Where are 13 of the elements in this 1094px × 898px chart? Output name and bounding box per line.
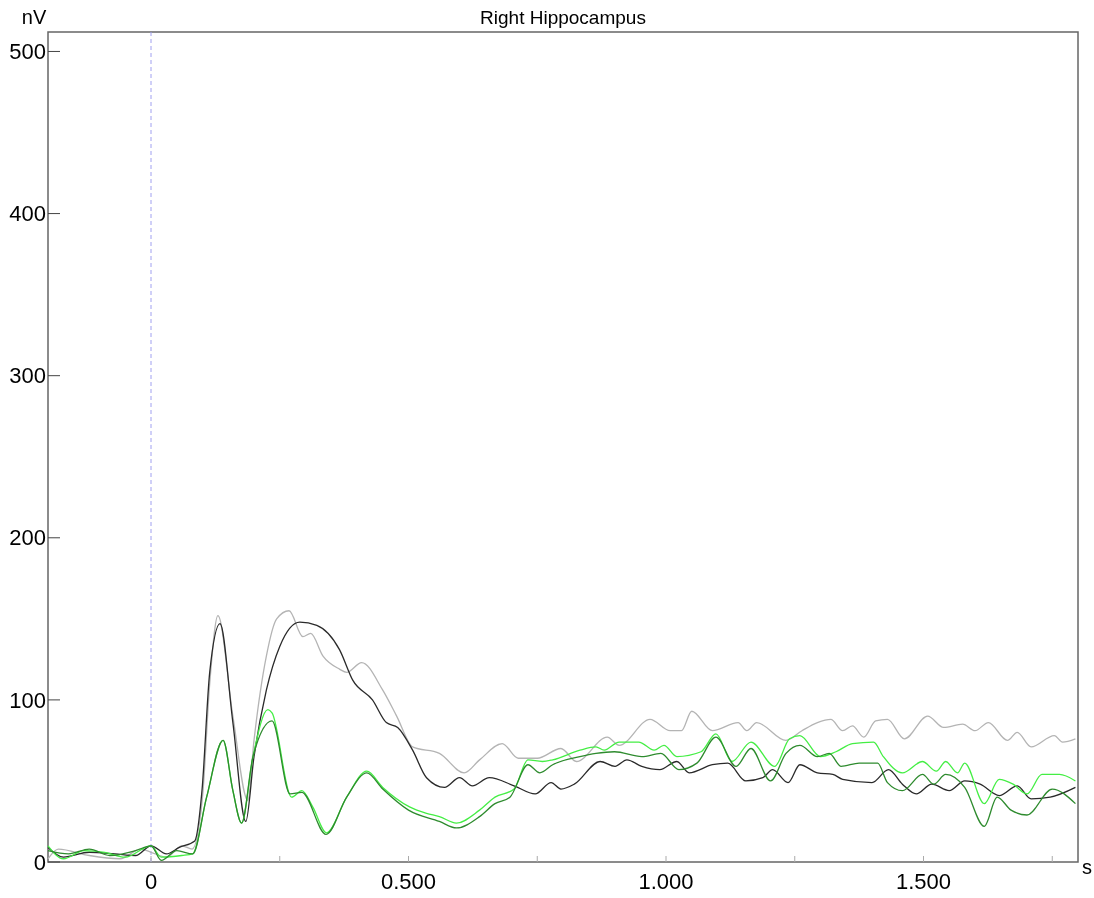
y-axis-title: nV	[21, 6, 47, 28]
y-tick-label: 0	[33, 849, 46, 875]
chart-title: Right Hippocampus	[480, 7, 646, 28]
x-tick-label: 1.000	[638, 869, 694, 894]
y-tick-label: 400	[9, 201, 46, 227]
x-tick-label: 1.500	[895, 869, 952, 894]
x-axis-title: s	[1082, 856, 1092, 878]
y-tick-label: 500	[9, 39, 46, 65]
y-tick-label: 300	[9, 363, 46, 389]
y-tick-label: 100	[9, 687, 46, 713]
y-tick-label: 200	[9, 525, 46, 551]
x-tick-label: 0	[144, 869, 158, 894]
x-tick-label: 0.500	[380, 869, 437, 894]
